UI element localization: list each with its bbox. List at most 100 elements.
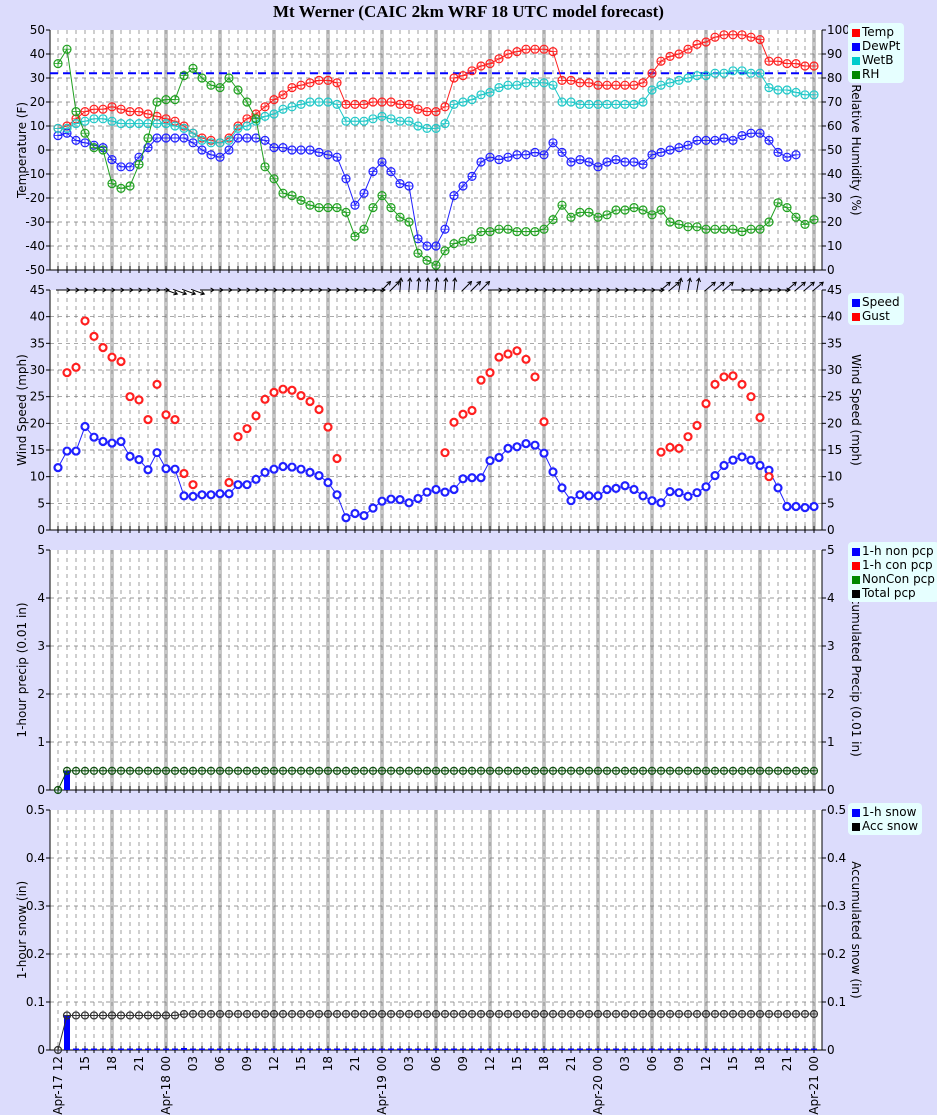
svg-text:0: 0 — [827, 1043, 835, 1057]
x-tick-label: Apr-18 00 — [159, 1056, 173, 1115]
x-tick-label: 03 — [402, 1056, 416, 1071]
snow-panel: 0 0 0.1 0.1 0.2 0.2 0.3 0.3 0.4 0.4 0.5 0.5 1-hour s… — [15, 803, 863, 1057]
legend-item-nonpcp: 1-h non pcp — [852, 544, 935, 558]
x-tick-label: 06 — [645, 1056, 659, 1071]
x-tick-label: 18 — [753, 1056, 767, 1071]
x-tick-label: 09 — [456, 1056, 470, 1071]
wind-direction-arrow-icon — [163, 288, 178, 295]
temp-swatch-icon — [852, 28, 860, 37]
svg-text:1: 1 — [827, 735, 835, 749]
svg-text:15: 15 — [827, 443, 842, 457]
svg-text:0.2: 0.2 — [827, 947, 846, 961]
svg-text:30: 30 — [827, 363, 842, 377]
svg-text:0.4: 0.4 — [827, 851, 846, 865]
wind-direction-arrow-icon — [794, 281, 806, 292]
x-tick-label: 21 — [132, 1056, 146, 1071]
svg-text:-20: -20 — [25, 191, 45, 205]
svg-text:20: 20 — [30, 416, 45, 430]
legend-item-noncon: NonCon pcp — [852, 572, 935, 586]
precip-y-axis-label: 1-hour precip (0.01 in) — [15, 602, 29, 737]
wind-direction-arrow-icon — [722, 281, 734, 292]
svg-text:10: 10 — [827, 239, 842, 253]
legend-item-conpcp: 1-h con pcp — [852, 558, 935, 572]
svg-text:0: 0 — [827, 523, 835, 537]
x-tick-label: 12 — [699, 1056, 713, 1071]
svg-text:5: 5 — [37, 543, 45, 557]
svg-text:80: 80 — [827, 71, 842, 85]
legend-item-gust: Gust — [852, 309, 900, 323]
wind-direction-arrow-icon — [470, 281, 481, 292]
svg-text:50: 50 — [827, 143, 842, 157]
chart-title: Mt Werner (CAIC 2km WRF 18 UTC model for… — [273, 2, 664, 21]
wind-direction-arrow-icon — [461, 281, 472, 292]
legend-item-acc-snow: Acc snow — [852, 819, 918, 833]
svg-text:30: 30 — [30, 363, 45, 377]
snow-y2-axis-label: Accumulated snow (in) — [849, 861, 863, 998]
wind-direction-arrow-icon — [479, 281, 490, 292]
snow-swatch-icon — [852, 808, 860, 817]
svg-text:10: 10 — [30, 119, 45, 133]
svg-text:0.5: 0.5 — [26, 803, 45, 817]
x-tick-label: 12 — [267, 1056, 281, 1071]
precip-panel: 0 0 1 1 2 2 3 3 4 4 5 5 1-hour precip (0.01 in) Accum… — [15, 543, 863, 797]
legend-item-dewpt: DewPt — [852, 39, 900, 53]
svg-text:60: 60 — [827, 119, 842, 133]
svg-text:2: 2 — [37, 687, 45, 701]
svg-text:4: 4 — [827, 591, 835, 605]
precip-y2-axis-label: Accumulated Precip (0.01 in) — [849, 583, 863, 757]
precip-legend: 1-h non pcp 1-h con pcp NonCon pcp Total… — [848, 542, 937, 602]
svg-text:20: 20 — [30, 95, 45, 109]
svg-text:0.5: 0.5 — [827, 803, 846, 817]
svg-text:40: 40 — [827, 310, 842, 324]
wind-direction-arrow-icon — [803, 281, 815, 292]
wind-direction-arrow-icon — [190, 288, 205, 295]
x-tick-label: 12 — [483, 1056, 497, 1071]
svg-text:0: 0 — [37, 523, 45, 537]
wind-direction-arrow-icon — [380, 281, 391, 292]
svg-text:10: 10 — [827, 470, 842, 484]
wind-direction-arrow-icon — [453, 278, 456, 293]
svg-text:10: 10 — [30, 470, 45, 484]
wind-direction-arrow-icon — [704, 281, 716, 292]
svg-text:0: 0 — [37, 143, 45, 157]
svg-text:0: 0 — [37, 1043, 45, 1057]
x-tick-label: 15 — [78, 1056, 92, 1071]
x-tick-label: 21 — [564, 1056, 578, 1071]
svg-text:-30: -30 — [25, 215, 45, 229]
wind-direction-arrow-icon — [812, 281, 824, 292]
conpcp-swatch-icon — [852, 561, 860, 570]
x-tick-label: 03 — [186, 1056, 200, 1071]
svg-text:0: 0 — [827, 783, 835, 797]
svg-text:15: 15 — [30, 443, 45, 457]
x-tick-label: 15 — [294, 1056, 308, 1071]
x-tick-label: Apr-17 12 — [51, 1056, 65, 1115]
wind-direction-arrow-icon — [399, 278, 402, 293]
svg-text:0.1: 0.1 — [26, 995, 45, 1009]
wind-direction-arrow-icon — [659, 281, 671, 292]
wind-direction-arrow-icon — [713, 281, 725, 292]
x-tick-label: 21 — [348, 1056, 362, 1071]
svg-text:-50: -50 — [25, 263, 45, 277]
wind-direction-arrow-icon — [687, 278, 691, 293]
x-tick-label: 09 — [240, 1056, 254, 1071]
nonpcp-swatch-icon — [852, 547, 860, 556]
svg-text:-10: -10 — [25, 167, 45, 181]
legend-item-speed: Speed — [852, 295, 900, 309]
dewpt-swatch-icon — [852, 42, 860, 51]
svg-text:5: 5 — [37, 496, 45, 510]
svg-text:20: 20 — [827, 215, 842, 229]
wind-direction-arrow-icon — [426, 278, 429, 293]
rh-swatch-icon — [852, 70, 860, 79]
svg-text:-40: -40 — [25, 239, 45, 253]
svg-text:35: 35 — [30, 336, 45, 350]
speed-swatch-icon — [852, 298, 860, 307]
svg-text:50: 50 — [30, 23, 45, 37]
acc-snow-swatch-icon — [852, 822, 860, 831]
temp-y2-axis-label: Relative Humidity (%) — [849, 84, 863, 215]
svg-text:0: 0 — [37, 783, 45, 797]
wind-direction-arrow-icon — [435, 278, 438, 293]
x-tick-label: 18 — [537, 1056, 551, 1071]
totalpcp-swatch-icon — [852, 589, 860, 598]
wind-direction-arrow-icon — [696, 278, 700, 293]
